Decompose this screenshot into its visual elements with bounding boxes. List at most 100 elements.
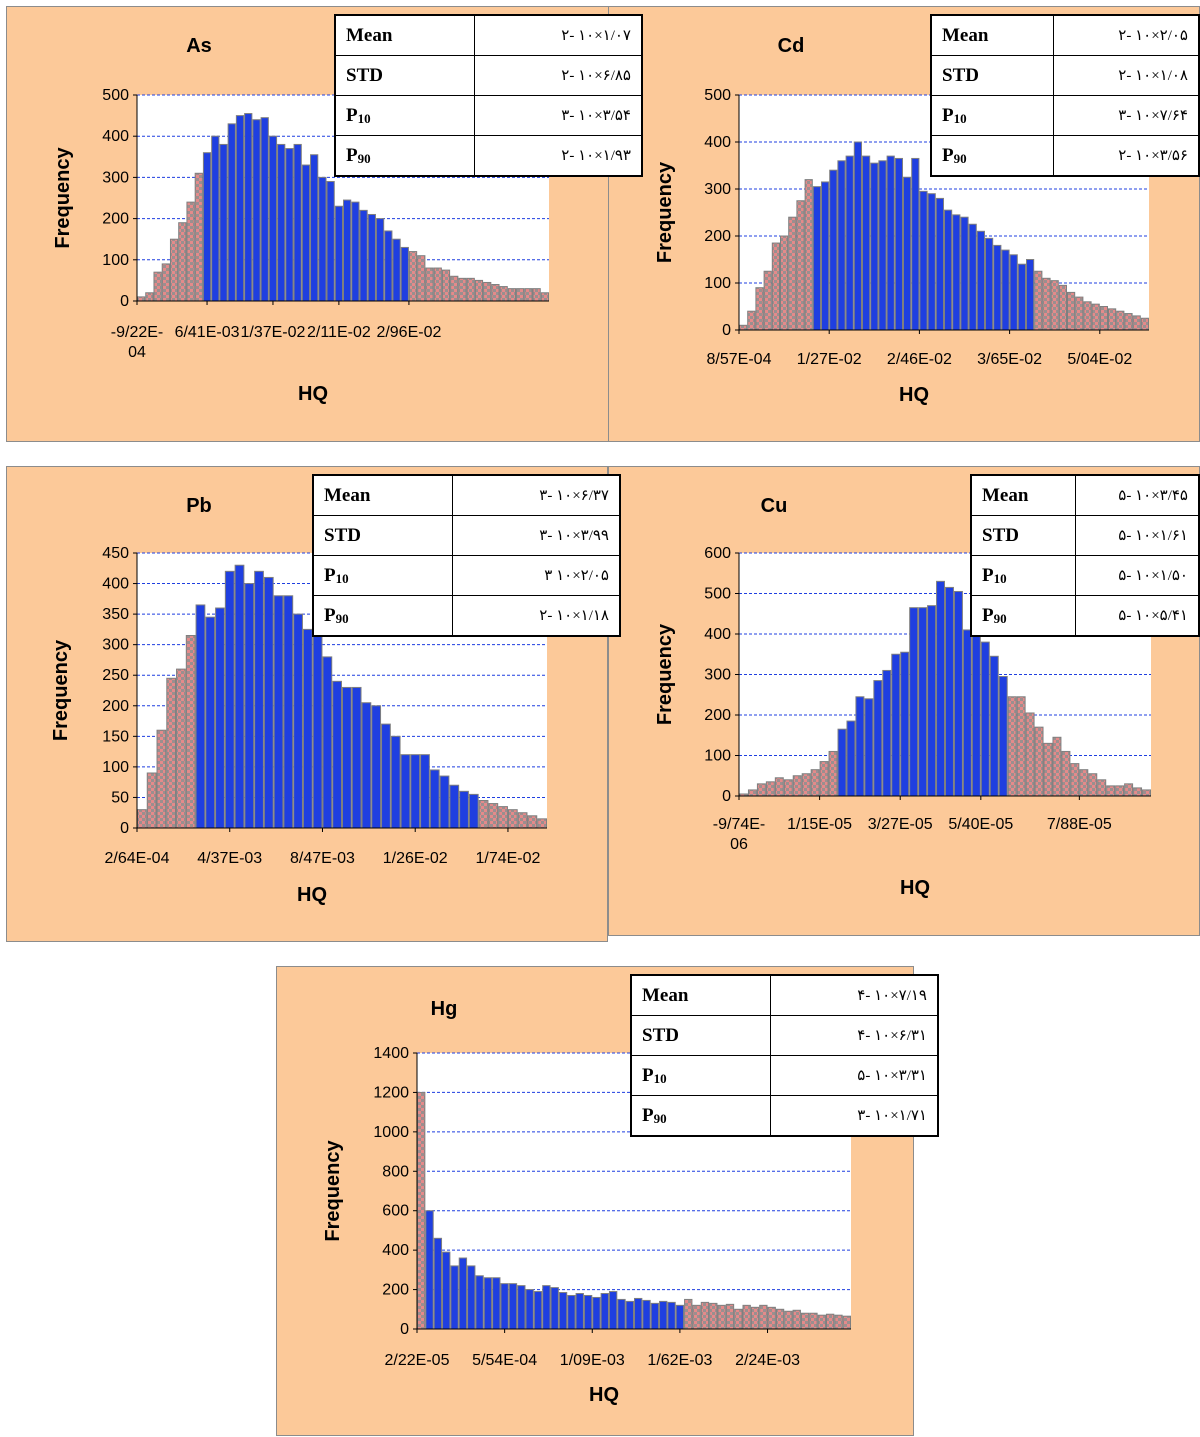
y-tick-label: 0	[400, 1321, 409, 1338]
y-tick-label: 0	[120, 293, 129, 310]
histogram-bar	[429, 769, 440, 829]
histogram-bar	[202, 152, 212, 302]
histogram-bar	[351, 201, 360, 302]
histogram-bar	[468, 793, 479, 829]
histogram-bar	[962, 629, 972, 797]
histogram-bar	[467, 1265, 476, 1330]
histogram-bar	[976, 230, 985, 331]
x-tick-label: 2/22E-05	[385, 1352, 450, 1369]
y-tick-label: 0	[722, 788, 731, 805]
stats-row: P90 ۱/۱۸×۱۰ -۲	[312, 595, 621, 637]
histogram-bar	[998, 676, 1008, 797]
histogram-bar	[1026, 259, 1035, 331]
histogram-bar	[417, 1091, 426, 1330]
y-tick-label: 100	[102, 759, 129, 776]
histogram-bar	[441, 269, 451, 302]
histogram-bar	[533, 1291, 543, 1330]
histogram-bar	[625, 1300, 634, 1330]
histogram-bar	[750, 1306, 760, 1330]
histogram-bar	[747, 789, 757, 797]
histogram-bar	[458, 1257, 468, 1330]
x-tick-label: -9/22E-04	[111, 324, 163, 361]
stats-value: ۷/۶۴×۱۰ -۳	[1053, 95, 1200, 136]
histogram-bar	[1075, 296, 1084, 331]
stats-row: STD ۳/۹۹×۱۰ -۳	[312, 515, 621, 556]
x-tick-label: 7/88E-05	[1047, 816, 1112, 833]
y-tick-label: 200	[382, 1282, 409, 1299]
chart-title: Pb	[186, 495, 212, 517]
histogram-bar	[968, 223, 977, 331]
histogram-bar	[219, 143, 228, 302]
x-tick-label: -9/74E-06	[713, 816, 765, 853]
stats-row: P10 ۱/۵۰×۱۰ -۵	[970, 555, 1200, 596]
stats-value: ۱/۷۱×۱۰ -۳	[770, 1095, 939, 1137]
stats-row: P90 ۵/۴۱×۱۰ -۵	[970, 595, 1200, 637]
histogram-bar	[894, 157, 903, 331]
y-tick-label: 0	[120, 820, 129, 837]
histogram-bar	[692, 1304, 701, 1330]
y-tick-label: 450	[102, 545, 129, 562]
histogram-bar	[273, 595, 284, 829]
y-tick-label: 500	[102, 87, 129, 104]
histogram-bar	[343, 199, 352, 302]
y-tick-label: 400	[704, 134, 731, 151]
histogram-bar	[1007, 696, 1017, 797]
histogram-bar	[137, 296, 146, 302]
stats-row: P90 ۳/۵۶×۱۰ -۲	[930, 135, 1200, 177]
histogram-bar	[334, 205, 344, 302]
y-tick-label: 300	[102, 637, 129, 654]
histogram-bar	[944, 209, 953, 331]
y-tick-label: 800	[382, 1163, 409, 1180]
stats-key: P90	[970, 595, 1076, 637]
histogram-bar	[527, 815, 538, 829]
x-tick-label: 2/24E-03	[735, 1352, 800, 1369]
y-axis-title: Frequency	[654, 623, 676, 725]
y-tick-label: 300	[102, 169, 129, 186]
y-tick-label: 500	[704, 586, 731, 603]
y-tick-label: 400	[102, 128, 129, 145]
y-tick-label: 300	[704, 181, 731, 198]
histogram-bar	[381, 723, 391, 829]
y-tick-label: 100	[704, 748, 731, 765]
y-axis-title: Frequency	[654, 161, 676, 263]
histogram-bar	[542, 1285, 551, 1330]
histogram-bar	[450, 1265, 459, 1330]
histogram-bar	[146, 772, 157, 829]
chart-panel-cd: 0 100 200 300 400 500 8/57E-04 1/27E-02 2/46E-02…	[608, 6, 1200, 442]
histogram-bar	[819, 761, 829, 797]
stats-table-as: Mean ۱/۰۷×۱۰ -۲ STD ۶/۸۵×۱۰ -۲ P10 ۳/۵۴×۱۰ -۳…	[334, 14, 643, 177]
histogram-bar	[283, 595, 294, 829]
histogram-bar	[312, 628, 323, 829]
histogram-bar	[935, 197, 944, 331]
histogram-bar	[342, 686, 352, 829]
histogram-bar	[1058, 284, 1067, 331]
stats-key: Mean	[630, 974, 771, 1016]
histogram-bar	[780, 235, 789, 331]
histogram-bar	[1067, 291, 1076, 331]
stats-row: STD ۱/۰۸×۱۰ -۲	[930, 55, 1200, 96]
stats-key: P10	[970, 555, 1076, 596]
histogram-bar	[359, 209, 368, 302]
histogram-bar	[853, 141, 863, 331]
histogram-bar	[784, 1310, 793, 1330]
stats-value: ۱/۰۸×۱۰ -۲	[1053, 55, 1200, 96]
histogram-bar	[700, 1301, 710, 1330]
histogram-bar	[1016, 696, 1026, 797]
histogram-bar	[952, 214, 961, 331]
y-tick-label: 1400	[373, 1045, 409, 1062]
x-tick-label: 2/11E-02	[307, 324, 371, 341]
histogram-bar	[478, 800, 489, 829]
histogram-bar	[617, 1298, 626, 1330]
histogram-bar	[310, 154, 319, 302]
histogram-bar	[608, 1291, 618, 1330]
histogram-bar	[235, 115, 245, 302]
histogram-bar	[900, 651, 910, 797]
histogram-bar	[774, 777, 784, 797]
histogram-bar	[260, 117, 269, 302]
chart-title: Cu	[761, 495, 788, 517]
x-tick-label: 8/57E-04	[707, 351, 772, 368]
stats-row: P90 ۱/۷۱×۱۰ -۳	[630, 1095, 939, 1137]
histogram-bar	[169, 238, 179, 302]
histogram-bar	[945, 586, 954, 797]
stats-value: ۷/۱۹×۱۰ -۴	[770, 974, 939, 1016]
